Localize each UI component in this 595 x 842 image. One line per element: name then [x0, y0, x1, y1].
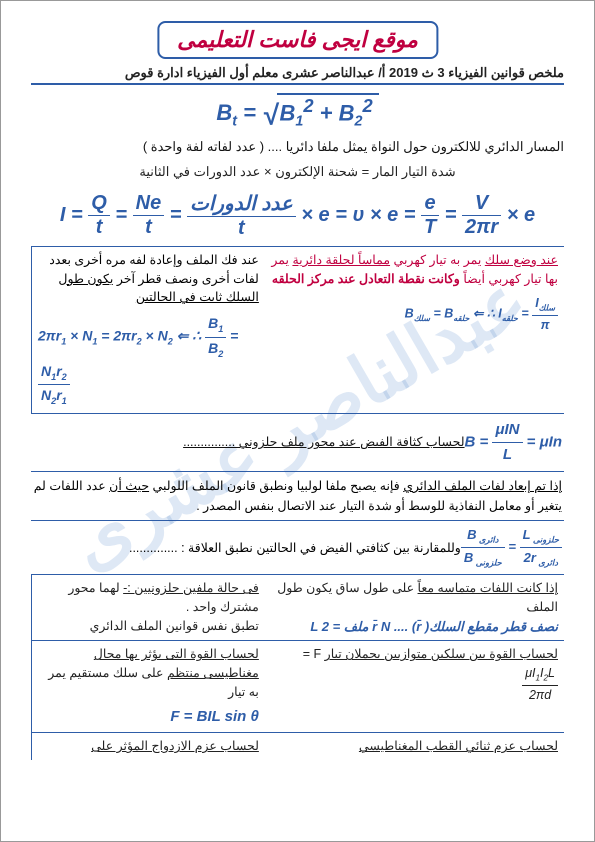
- formula-current: I = Qt = Net = عدد الدوراتt × e = υ × e …: [31, 191, 564, 240]
- formula-bt: Bt = √B12 + B22: [31, 93, 564, 131]
- box-coil-rewind: عند فك الملف وإعادة لفه مره أخرى بعدد لف…: [31, 246, 564, 414]
- row-solenoid: لحساب كثافة الفيض عند محور ملف حلزوني ..…: [31, 414, 564, 472]
- row-last-right: لحساب عزم الازدواج المؤثر على: [31, 733, 265, 760]
- box-two-solenoids: فى حالة ملفين حلزونيين :- لهما محور مشتر…: [31, 575, 564, 641]
- box1-right-text: عند فك الملف وإعادة لفه مره أخرى بعدد لف…: [38, 251, 259, 307]
- doc-header: ملخص قوانين الفيزياء 3 ث 2019 أ/ عبدالنا…: [31, 65, 564, 85]
- box3-right-formula: F = BIL sin θ: [170, 706, 259, 729]
- row-last-left: لحساب عزم ثنائي القطب المغناطيسي: [265, 733, 564, 760]
- box1-right-formula: 2πr1 × N1 = 2πr2 × N2 ⇐ ∴ B1B2 = N1r2N2r…: [38, 313, 259, 409]
- box-force: لحساب القوة التى يؤثر بها مجال مغناطيسى …: [31, 641, 564, 733]
- box3-left: لحساب القوة بين سلكين متوازيين يحملان تي…: [271, 645, 558, 704]
- line-circular-path: المسار الدائري للالكترون حول النواة يمثل…: [31, 137, 564, 158]
- row-torque: لحساب عزم الازدواج المؤثر على لحساب عزم …: [31, 733, 564, 760]
- row-compare-flux: وللمقارنة بين كثافتي الفيض في الحالتين ن…: [31, 521, 564, 575]
- box2-left-text: إذا كانت اللفات متماسه معاً على طول ساق …: [271, 579, 558, 617]
- row-extend-coil: إذا تم إبعاد لفات الملف الدائري فإنه يصب…: [31, 472, 564, 521]
- box2-left-formula: L ملف = 2 r̄ N .... (r̄ )نصف قطر مقطع ال…: [310, 617, 558, 637]
- box3-right-text: لحساب القوة التى يؤثر بها مجال مغناطيسى …: [38, 645, 259, 701]
- line-current-def: شدة التيار المار = شحنة الإلكترون × عدد …: [31, 162, 564, 183]
- box2-right-text: فى حالة ملفين حلزونيين :- لهما محور مشتر…: [38, 579, 259, 635]
- box1-left-formula: Bسلك = Bحلقه ⇐ ∴ Iحلقه = Iسلكπ: [405, 294, 558, 334]
- box1-left-text: عند وضع سلك يمر به تيار كهربي مماساً لحل…: [271, 251, 558, 289]
- site-title: موقع ايجى فاست التعليمى: [157, 21, 438, 59]
